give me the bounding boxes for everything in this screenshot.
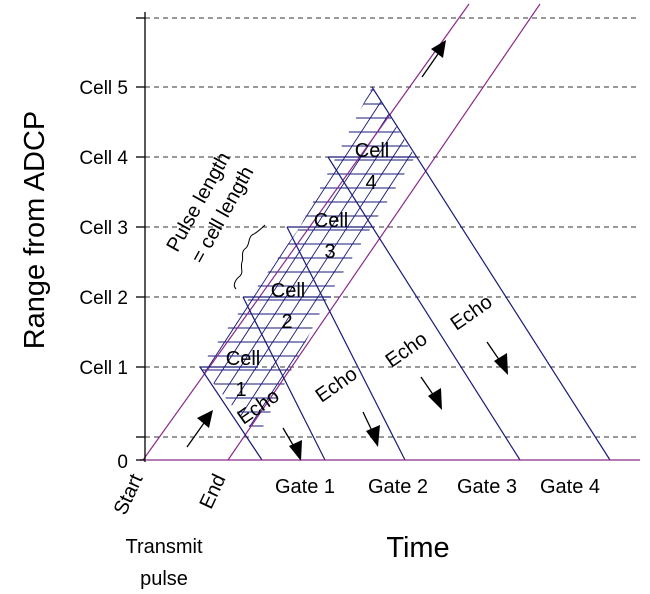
y-axis-title: Range from ADCP	[19, 111, 51, 350]
y-label-cell-1: Cell 1	[79, 358, 128, 379]
arrow-echo-2-head	[366, 425, 380, 447]
cell-1-word: Cell	[226, 348, 260, 370]
y-zero-label: 0	[117, 452, 128, 473]
pulse-start-line	[142, 3, 470, 461]
transmit-label-line2: pulse	[140, 568, 188, 590]
pulse-length-brace	[233, 224, 266, 290]
cell-2-word: Cell	[271, 280, 305, 302]
echo-lines	[199, 86, 611, 461]
echo-line-3	[327, 156, 521, 461]
y-ticks	[136, 17, 145, 438]
arrow-echo-3-shaft	[420, 376, 435, 397]
pulse-end-line	[227, 3, 541, 461]
arrow-echo-1-head	[289, 440, 302, 461]
y-label-cell-5: Cell 5	[79, 78, 128, 99]
echo-line-2	[286, 226, 406, 461]
cell-1-number: 1	[235, 379, 246, 401]
hatch-line	[0, 60, 120, 460]
arrow-echo-3-head	[428, 388, 442, 410]
hatch-line	[200, 87, 415, 437]
echo-line-4	[371, 86, 611, 461]
start-label: Start	[110, 470, 148, 518]
cell-3-word: Cell	[314, 210, 348, 232]
arrow-echo-4-head	[494, 353, 508, 375]
cell-labels: Cell 1 Cell 2 Cell 3 Cell 4	[226, 140, 389, 401]
x-axis-title: Time	[386, 532, 449, 564]
echo-line-1b	[242, 296, 326, 461]
echo-line-1a	[199, 366, 263, 461]
arrows	[186, 40, 508, 461]
echo-label-3: Echo	[382, 328, 432, 372]
hatch-line	[211, 87, 415, 437]
y-label-cell-4: Cell 4	[79, 148, 128, 169]
cell-3-number: 3	[324, 241, 335, 263]
hatch-line	[200, 87, 345, 437]
end-label: End	[196, 471, 231, 513]
cell-2-number: 2	[281, 311, 292, 333]
gate-label-4: Gate 4	[540, 476, 600, 498]
arrow-echo-4-shaft	[486, 341, 501, 362]
arrow-top-head	[431, 40, 446, 58]
arrow-outgoing-head	[197, 410, 213, 428]
gate-label-1: Gate 1	[275, 476, 335, 498]
arrow-outgoing-shaft	[186, 422, 205, 448]
cell-4-word: Cell	[355, 140, 389, 162]
transmit-label-line1: Transmit	[125, 536, 202, 558]
y-label-cell-3: Cell 3	[79, 218, 128, 239]
arrow-top-shaft	[421, 53, 439, 78]
gate-label-2: Gate 2	[368, 476, 428, 498]
echo-label-4: Echo	[447, 291, 497, 335]
cell-4-number: 4	[365, 172, 376, 194]
hatch-line	[200, 87, 409, 437]
echo-label-2: Echo	[312, 363, 362, 407]
y-label-cell-2: Cell 2	[79, 288, 128, 309]
gate-label-3: Gate 3	[457, 476, 517, 498]
